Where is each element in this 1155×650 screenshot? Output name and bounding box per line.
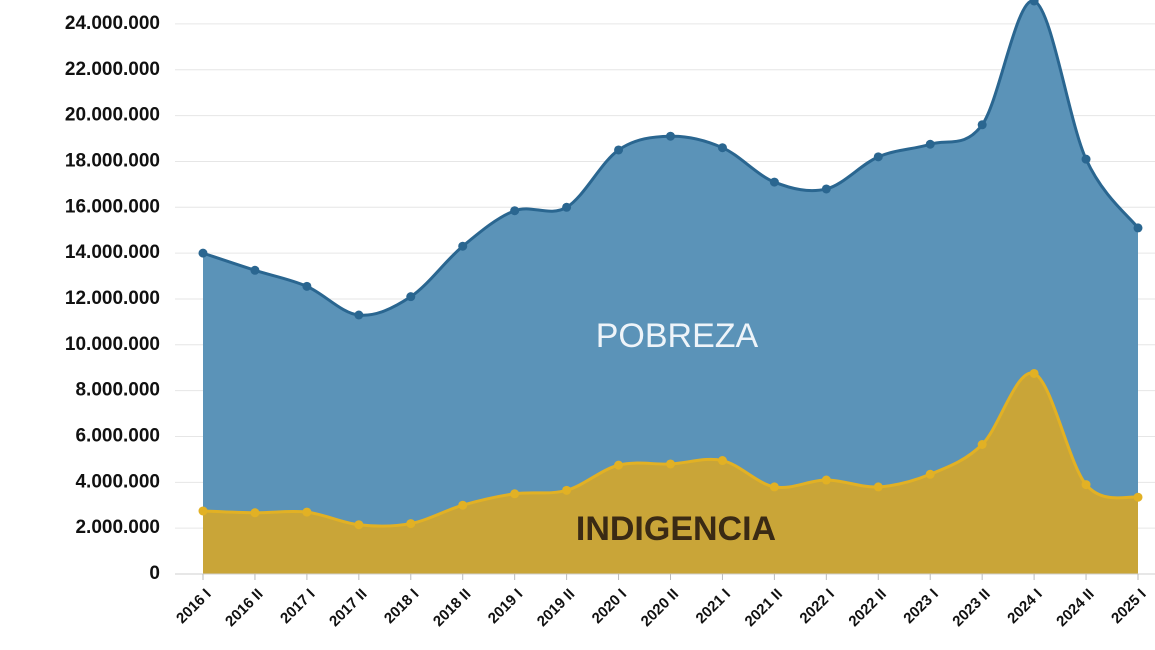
y-tick-label: 10.000.000 <box>65 334 160 355</box>
point <box>666 131 675 141</box>
y-tick-label: 6.000.000 <box>75 425 160 446</box>
x-tick-label: 2020 II <box>638 586 682 630</box>
area <box>203 0 1138 575</box>
y-tick-label: 16.000.000 <box>65 196 160 217</box>
point <box>406 292 416 302</box>
series-label: INDIGENCIA <box>576 510 776 548</box>
point <box>873 482 883 492</box>
point <box>1081 154 1091 164</box>
point <box>1133 223 1143 233</box>
point <box>1029 0 1039 6</box>
x-tick-label: 2017 II <box>326 586 370 630</box>
point <box>821 184 831 194</box>
x-tick-label: 2018 II <box>430 586 474 630</box>
x-tick-label: 2022 II <box>845 586 889 630</box>
x-tick-label: 2016 I <box>173 586 215 628</box>
y-tick-label: 0 <box>149 563 160 584</box>
point <box>614 460 624 470</box>
x-tick-label: 2018 I <box>381 586 423 628</box>
plot-area <box>198 0 1143 575</box>
point <box>717 143 727 153</box>
point <box>198 506 208 516</box>
point <box>510 206 520 216</box>
y-tick-label: 12.000.000 <box>65 288 160 309</box>
x-tick-label: 2019 II <box>534 586 578 630</box>
point <box>302 507 312 517</box>
series-label: POBREZA <box>596 317 759 355</box>
point <box>562 202 572 212</box>
x-tick-label: 2025 I <box>1108 586 1150 628</box>
point <box>925 469 935 479</box>
y-tick-label: 4.000.000 <box>75 471 160 492</box>
point <box>1081 480 1091 490</box>
x-tick-label: 2016 II <box>222 586 266 630</box>
x-tick-label: 2020 I <box>589 586 631 628</box>
point <box>769 482 779 492</box>
y-tick-label: 22.000.000 <box>65 59 160 80</box>
point <box>614 145 624 155</box>
point <box>250 265 260 275</box>
point <box>354 520 364 530</box>
point <box>821 475 831 485</box>
point <box>302 281 312 291</box>
x-tick-label: 2019 I <box>485 586 527 628</box>
point <box>458 500 468 510</box>
point <box>406 519 416 529</box>
y-tick-label: 14.000.000 <box>65 242 160 263</box>
point <box>717 456 727 466</box>
point <box>977 440 987 450</box>
y-tick-label: 2.000.000 <box>75 517 160 538</box>
area <box>203 372 1138 574</box>
y-tick-label: 20.000.000 <box>65 105 160 126</box>
x-tick-label: 2022 I <box>796 586 838 628</box>
point <box>458 241 468 251</box>
point <box>769 177 779 187</box>
point <box>198 248 208 258</box>
y-tick-label: 24.000.000 <box>65 13 160 34</box>
point <box>925 139 935 149</box>
point <box>562 485 572 495</box>
point <box>1133 492 1143 502</box>
line <box>202 0 1140 317</box>
x-tick-label: 2023 II <box>949 586 993 630</box>
point <box>1029 368 1039 378</box>
point <box>977 120 987 130</box>
y-tick-label: 18.000.000 <box>65 150 160 171</box>
y-tick-label: 8.000.000 <box>75 380 160 401</box>
x-tick-label: 2024 I <box>1004 586 1046 628</box>
x-tick-label: 2017 I <box>277 586 319 628</box>
point <box>873 152 883 162</box>
x-tick-label: 2023 I <box>900 586 942 628</box>
point <box>510 489 520 499</box>
point <box>354 310 364 320</box>
point <box>250 508 260 518</box>
point <box>666 459 675 469</box>
x-tick-label: 2021 I <box>693 586 735 628</box>
x-tick-label: 2024 II <box>1053 586 1097 630</box>
x-tick-label: 2021 II <box>742 586 786 630</box>
